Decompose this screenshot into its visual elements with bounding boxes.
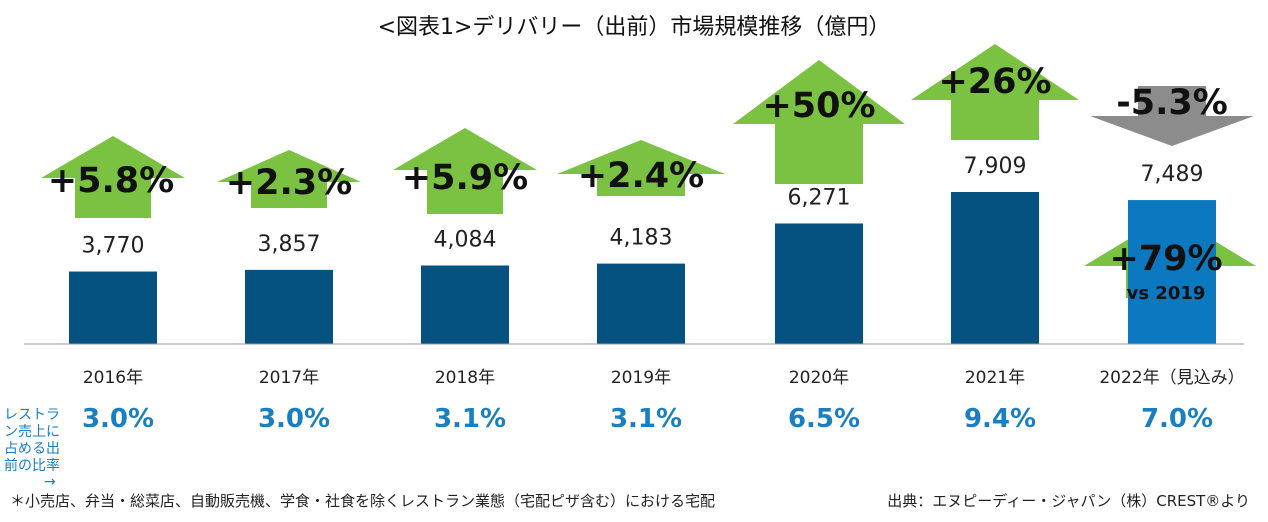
share-value-0: 3.0% — [82, 404, 154, 434]
footnote: ＊小売店、弁当・総菜店、自動販売機、学食・社食を除くレストラン業態（宅配ピザ含む… — [10, 492, 715, 510]
x-tick-label-6: 2022年（見込み） — [1099, 368, 1244, 388]
growth-arrow-6 — [1090, 86, 1254, 146]
x-tick-label-4: 2020年 — [789, 368, 849, 388]
bar-2 — [421, 265, 509, 344]
bar-6 — [1128, 200, 1216, 344]
share-value-4: 6.5% — [788, 404, 860, 434]
growth-arrow-0 — [41, 136, 185, 218]
growth-arrow-1 — [217, 150, 361, 208]
growth-label-3: +2.4% — [578, 156, 704, 196]
labels: 3,770 2016年 3.0% 3,857 2017年 3.0% 4,084 2018年 3.… — [48, 62, 1245, 434]
share-row-label-line-3: 前の比率 — [4, 457, 60, 474]
x-tick-label-5: 2021年 — [965, 368, 1025, 388]
value-label-0: 3,770 — [82, 234, 145, 259]
growth-label-6: -5.3% — [1116, 83, 1228, 123]
bar-3 — [597, 263, 685, 344]
x-tick-label-0: 2016年 — [83, 368, 143, 388]
growth-arrow-4 — [733, 60, 905, 184]
share-value-5: 9.4% — [964, 404, 1036, 434]
source-note: 出典：エヌピーディー・ジャパン（株）CREST®より — [887, 492, 1250, 510]
value-label-4: 6,271 — [788, 185, 851, 210]
x-tick-label-2: 2018年 — [435, 368, 495, 388]
share-value-6: 7.0% — [1141, 404, 1213, 434]
share-row-label-line-1: ン売上に — [4, 424, 60, 440]
share-value-2: 3.1% — [434, 404, 506, 434]
value-label-2: 4,084 — [434, 228, 497, 253]
share-row-label-line-2: 占める出 — [4, 441, 60, 457]
bars — [69, 192, 1216, 344]
bar-4 — [775, 223, 863, 344]
value-label-1: 3,857 — [258, 232, 321, 257]
value-label-6: 7,489 — [1141, 162, 1204, 187]
growth-label-5: +26% — [938, 62, 1051, 102]
growth-label-2: +5.9% — [402, 158, 528, 198]
chart-title: <図表1>デリバリー（出前）市場規模推移（億円） — [378, 15, 891, 40]
growth-arrow-2 — [393, 128, 537, 214]
bar-1 — [245, 269, 333, 344]
share-value-1: 3.0% — [258, 404, 330, 434]
share-row-label-line-0: レストラ — [4, 407, 60, 423]
growth-label-4: +50% — [762, 86, 875, 126]
growth-arrow-3 — [557, 140, 725, 196]
growth-label-0: +5.8% — [48, 161, 174, 201]
extra-growth-sublabel: vs 2019 — [1127, 283, 1206, 304]
x-tick-label-3: 2019年 — [611, 368, 671, 388]
value-label-3: 4,183 — [610, 226, 673, 251]
x-tick-label-1: 2017年 — [259, 368, 319, 388]
growth-label-1: +2.3% — [226, 163, 352, 203]
value-label-5: 7,909 — [964, 154, 1027, 179]
growth-arrow-5 — [911, 44, 1079, 140]
bar-5 — [951, 192, 1039, 344]
extra-growth-label: +79% — [1109, 239, 1222, 279]
share-value-3: 3.1% — [610, 404, 682, 434]
bar-0 — [69, 271, 157, 344]
share-row-label-line-4: → — [44, 474, 56, 490]
